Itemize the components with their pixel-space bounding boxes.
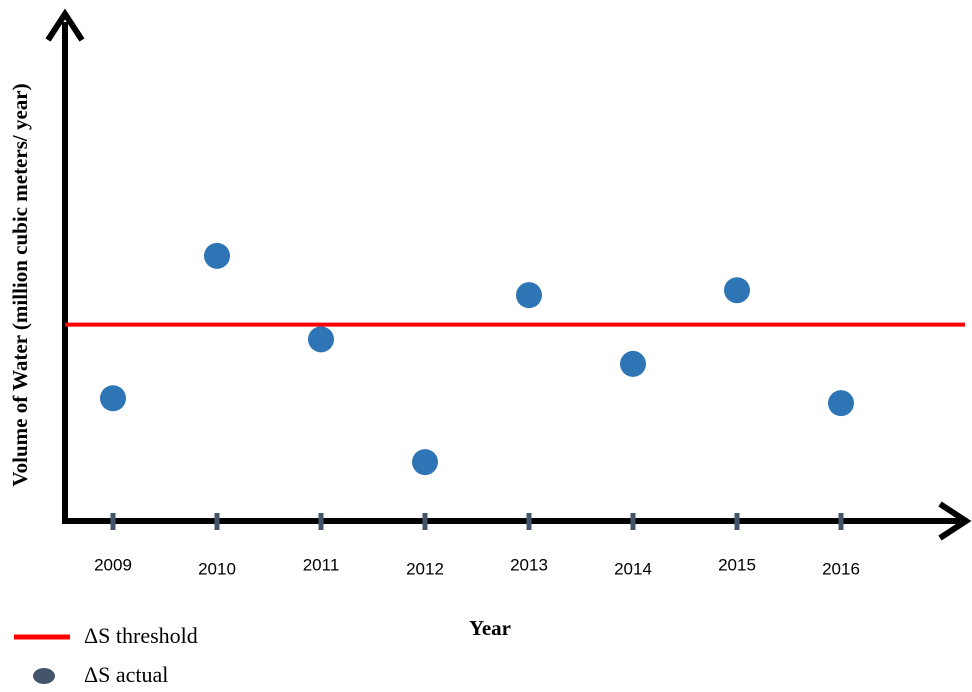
x-tick-label: 2011 (303, 555, 340, 574)
data-point (100, 385, 126, 412)
axes (45, 8, 972, 541)
x-tick-label: 2013 (510, 555, 548, 574)
data-point (308, 326, 334, 353)
x-axis-arrow (938, 501, 972, 541)
x-tick-label: 2016 (822, 559, 860, 578)
y-axis-arrow (45, 8, 85, 42)
data-point (620, 350, 646, 377)
legend-label: ΔS threshold (84, 623, 198, 648)
y-axis-label: Volume of Water (million cubic meters/ y… (8, 83, 32, 486)
legend-label: ΔS actual (84, 662, 168, 687)
legend-dot-marker (33, 668, 55, 684)
data-point (204, 242, 230, 269)
x-tick-label: 2010 (198, 559, 236, 578)
data-point (828, 390, 854, 417)
x-tick-label: 2009 (94, 555, 132, 574)
x-tick-label: 2014 (614, 559, 652, 578)
x-axis-label: Year (469, 616, 511, 640)
data-point (516, 282, 542, 309)
data-point (412, 449, 438, 476)
x-tick-label: 2012 (406, 559, 444, 578)
data-point (724, 277, 750, 304)
x-tick-label: 2015 (718, 555, 756, 574)
